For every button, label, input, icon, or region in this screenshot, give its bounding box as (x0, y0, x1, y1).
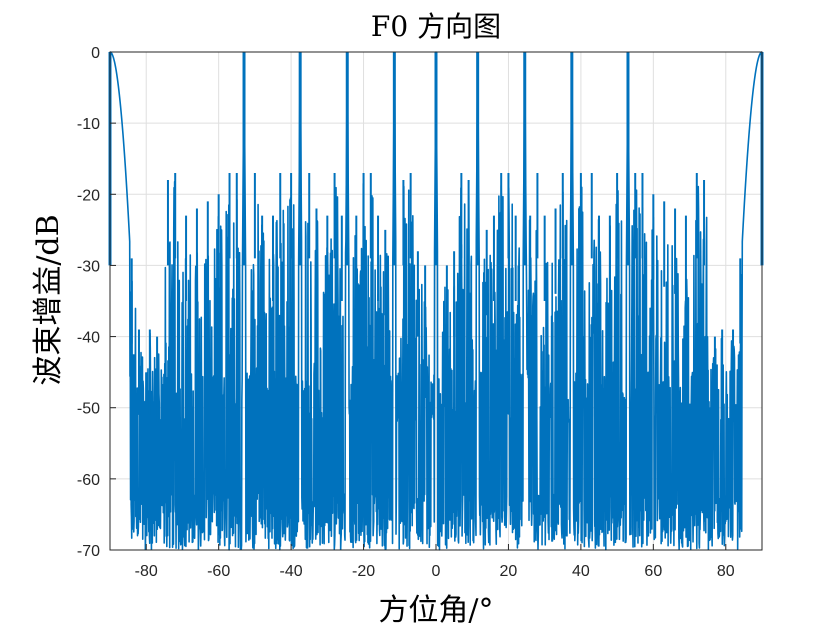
y-tick-label: -50 (77, 401, 100, 418)
y-tick-label: -10 (77, 116, 100, 133)
x-tick-label: 60 (644, 563, 662, 580)
y-tick-label: -70 (77, 543, 100, 560)
x-tick-label: 0 (432, 563, 441, 580)
y-tick-label: -30 (77, 258, 100, 275)
y-tick-label: -40 (77, 330, 100, 347)
x-tick-label: 80 (717, 563, 735, 580)
y-tick-label: -60 (77, 472, 100, 489)
chart-title: F0 方向图 (371, 10, 501, 43)
y-tick-label: 0 (91, 45, 100, 62)
x-tick-label: 20 (500, 563, 518, 580)
x-tick-label: -40 (280, 563, 303, 580)
x-tick-label: -20 (352, 563, 375, 580)
x-tick-label: -60 (207, 563, 230, 580)
series-line (108, 51, 764, 551)
y-tick-label: -20 (77, 187, 100, 204)
x-tick-label: 40 (572, 563, 590, 580)
x-axis-title: 方位角/° (378, 593, 493, 628)
x-tick-label: -80 (135, 563, 158, 580)
axis-ticks: -80 -60 -40 -20 0 20 40 60 80 0 -10 -20 -30 -40 -50 -60… (77, 45, 735, 580)
y-axis-title: 波束增益/dB (31, 214, 66, 385)
